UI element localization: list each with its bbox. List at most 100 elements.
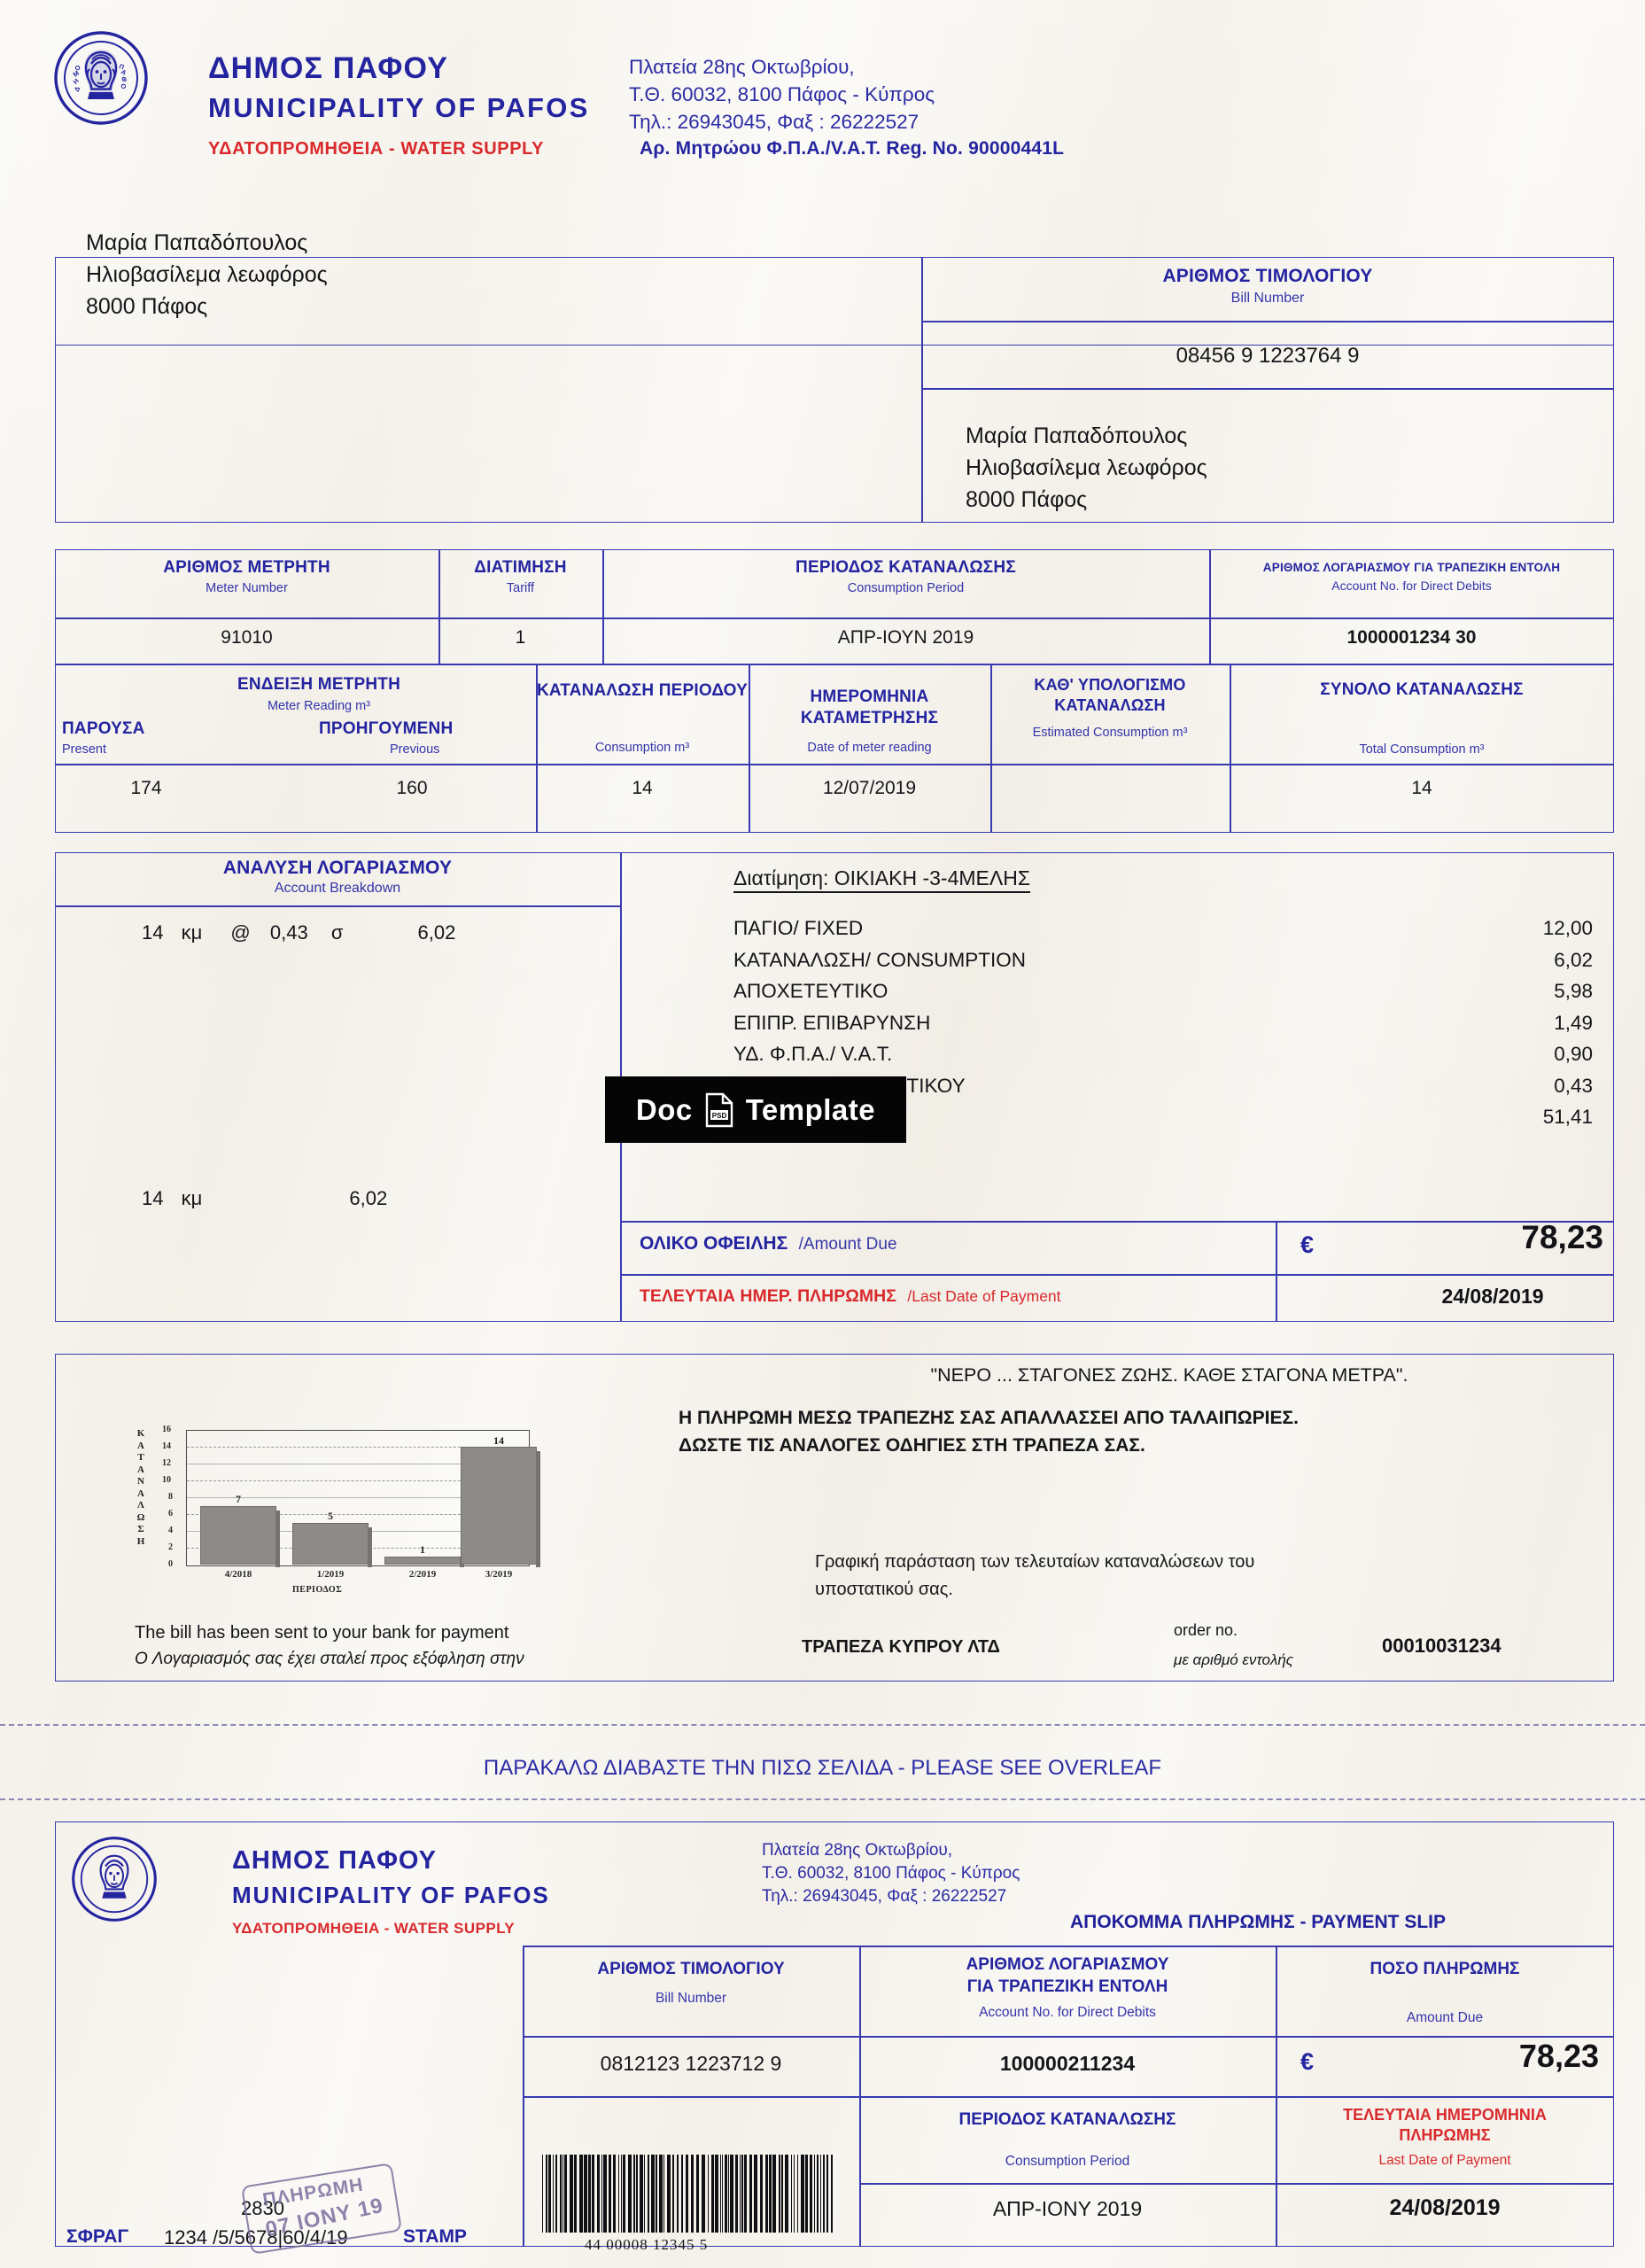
tariff-amount-4: 0,90 — [1554, 1043, 1593, 1065]
tariff-heading: Διατίμηση: ΟΙΚΙΑΚΗ -3-4ΜΕΛΗΣ — [733, 866, 1230, 893]
barcode-bar — [826, 2155, 829, 2233]
barcode-bar — [676, 2155, 679, 2233]
barcode-bar — [722, 2155, 724, 2233]
overleaf-notice: ΠΑΡΑΚΑΛΩ ΔΙΑΒΑΣΤΕ ΤΗΝ ΠΙΣΩ ΣΕΛΙΔΑ - PLEA… — [483, 1756, 1162, 1780]
slip-amount-label-gr: ΠΟΣΟ ΠΛΗΡΩΜΗΣ — [1370, 1960, 1520, 1978]
water-slogan: "ΝΕΡΟ ... ΣΤΑΓΟΝΕΣ ΖΩΗΣ. ΚΑΘΕ ΣΤΑΓΟΝΑ ΜΕ… — [930, 1364, 1408, 1386]
breakdown-qty-1: 14 — [142, 921, 164, 944]
total-consumption-label-en: Total Consumption m³ — [1359, 742, 1485, 757]
chart-gridline — [187, 1447, 527, 1448]
amount-due-col-divider — [1276, 1221, 1277, 1322]
breakdown-unit-1: κμ — [181, 921, 203, 944]
tariff-heading-text: Διατίμηση: ΟΙΚΙΑΚΗ -3-4ΜΕΛΗΣ — [733, 866, 1031, 893]
barcode-bar — [831, 2155, 834, 2233]
barcode-bar — [583, 2155, 587, 2233]
breakdown-title-gr: ΑΝΑΛΥΣΗ ΛΟΓΑΡΙΑΣΜΟΥ — [222, 858, 453, 878]
tariff-value: 1 — [515, 627, 526, 648]
amount-due-value: 78,23 — [1521, 1219, 1603, 1255]
bank-advice: Η ΠΛΗΡΩΜΗ ΜΕΣΩ ΤΡΑΠΕΖΗΣ ΣΑΣ ΑΠΑΛΛΑΣΣΕΙ Α… — [679, 1404, 1600, 1459]
barcode-bar — [794, 2155, 795, 2233]
svg-text:Δ: Δ — [73, 84, 82, 93]
slip-account-label-en: Account No. for Direct Debits — [979, 2005, 1156, 2020]
header-title-greek: ΔΗΜΟΣ ΠΑΦΟΥ — [208, 51, 449, 85]
meter-reading-label-gr: ΕΝΔΕΙΞΗ ΜΕΤΡΗΤΗ — [237, 675, 401, 694]
barcode-bar — [655, 2155, 657, 2233]
address-line-2: Τ.Θ. 60032, 8100 Πάφος - Κύπρος — [629, 83, 935, 105]
tariff-amount-2: 5,98 — [1554, 980, 1593, 1002]
chart-xlabel-0: 4/2018 — [224, 1569, 252, 1580]
slip-title-greek: ΔΗΜΟΣ ΠΑΦΟΥ — [232, 1846, 437, 1875]
barcode-bar — [546, 2155, 547, 2233]
chart-xaxis-title: ΠΕΡΙΟΔΟΣ — [292, 1585, 343, 1595]
chart-ytick-2: 2 — [168, 1542, 173, 1552]
barcode-bar — [547, 2155, 551, 2233]
barcode-bar — [542, 2155, 543, 2233]
address-line-1: Πλατεία 28ης Οκτωβρίου, — [629, 56, 855, 78]
chart-bar-0 — [200, 1505, 280, 1567]
payment-slip-title-text: ΑΠΟΚΟΜΜΑ ΠΛΗΡΩΜΗΣ - PAYMENT SLIP — [1070, 1912, 1446, 1932]
slip-col-div-1 — [523, 1946, 524, 2247]
breakdown-at-1: @ — [230, 921, 251, 944]
meter-number-header: ΑΡΙΘΜΟΣ ΜΕΤΡΗΤΗ Meter Number — [55, 558, 438, 595]
slip-bill-number-value: 0812123 1223712 9 — [600, 2052, 782, 2075]
barcode-bar — [643, 2155, 645, 2233]
slip-currency-symbol: € — [1300, 2048, 1315, 2075]
document-header: Δ Η Μ Ο Π Α Φ Ο ΔΗΜΟΣ ΠΑΦΟΥ MUNICIPALITY… — [53, 23, 1612, 245]
consumption-value: 14 — [632, 778, 653, 798]
barcode-bar — [620, 2155, 622, 2233]
slip-last-date-label-en: Last Date of Payment — [1378, 2153, 1511, 2168]
bank-sent-english: The bill has been sent to your bank for … — [135, 1623, 509, 1643]
meter-col-div-3 — [1209, 549, 1211, 664]
svg-text:Μ: Μ — [72, 69, 81, 79]
tariff-amount-5: 0,43 — [1554, 1074, 1593, 1097]
barcode-bar — [715, 2155, 719, 2233]
barcode-bar — [754, 2155, 758, 2233]
chart-ytick-8: 8 — [168, 1492, 173, 1502]
slip-last-date-label-gr-2: ΠΛΗΡΩΜΗΣ — [1399, 2126, 1491, 2144]
barcode-bar — [720, 2155, 722, 2233]
slip-reference-top: 2830 — [241, 2197, 284, 2219]
customer-address-window: Μαρία Παπαδόπουλος Ηλιοβασίλεμα λεωφόρος… — [966, 420, 1207, 516]
chart-ytick-6: 6 — [168, 1509, 173, 1518]
meter-col-div-1 — [438, 549, 440, 664]
svg-text:Π: Π — [118, 62, 125, 71]
tariff-header: ΔΙΑΤΙΜΗΣΗ Tariff — [438, 558, 602, 595]
barcode-bar — [671, 2155, 674, 2233]
barcode-bar — [730, 2155, 734, 2233]
breakdown-currency-1: σ — [330, 921, 344, 944]
reading-date-label-en: Date of meter reading — [807, 741, 932, 755]
customer-street: Ηλιοβασίλεμα λεωφόρος — [86, 262, 328, 287]
barcode-bar — [810, 2155, 813, 2233]
last-date-value: 24/08/2019 — [1441, 1285, 1544, 1308]
cut-line-top — [0, 1724, 1645, 1726]
slip-rule-1 — [523, 1946, 1614, 1947]
customer-billno-box — [55, 257, 1614, 523]
municipality-crest-icon: Δ Η Μ Ο Π Α Φ Ο — [53, 30, 149, 126]
last-date-label-en: /Last Date of Payment — [907, 1287, 1061, 1305]
barcode-bar — [622, 2155, 625, 2233]
meter-table-header-rule — [55, 617, 1614, 619]
barcode-bar — [769, 2155, 772, 2233]
tariff-row: ΚΑΤΑΝΑΛΩΣΗ/ CONSUMPTION 6,02 — [733, 944, 1593, 976]
barcode-bar — [639, 2155, 643, 2233]
barcode-bar — [663, 2155, 664, 2233]
tariff-label-2: ΑΠΟΧΕΤΕΥΤΙΚΟ — [733, 980, 888, 1002]
barcode-bar — [573, 2155, 577, 2233]
chart-gridline — [187, 1480, 527, 1481]
barcode-bar — [666, 2155, 671, 2233]
barcode-bar — [658, 2155, 663, 2233]
svg-text:Ο: Ο — [74, 63, 81, 73]
barcode-bar — [690, 2155, 694, 2233]
last-date-label-gr: ΤΕΛΕΥΤΑΙΑ ΗΜΕΡ. ΠΛΗΡΩΜΗΣ — [640, 1286, 896, 1306]
slip-last-date-label-gr-1: ΤΕΛΕΥΤΑΙΑ ΗΜΕΡΟΜΗΝΙΑ — [1343, 2106, 1547, 2124]
customer-name-window: Μαρία Παπαδόπουλος — [966, 423, 1188, 448]
period-label-gr: ΠΕΡΙΟΔΟΣ ΚΑΤΑΝΑΛΩΣΗΣ — [795, 558, 1016, 577]
tariff-row: ΑΠΟΧΕΤΕΥΤΙΚΟ 5,98 — [733, 975, 1593, 1007]
chart-ytick-14: 14 — [162, 1441, 171, 1451]
slip-last-date-header: ΤΕΛΕΥΤΑΙΑ ΗΜΕΡΟΜΗΝΙΑ ΠΛΗΡΩΜΗΣ Last Date … — [1276, 2105, 1614, 2169]
breakdown-row-1: 14 κμ @ 0,43 σ 6,02 — [142, 921, 455, 944]
bank-sent-greek: Ο Λογαριασμός σας έχει σταλεί προς εξόφλ… — [135, 1650, 524, 1668]
svg-text:Φ: Φ — [120, 74, 129, 84]
barcode-bar — [772, 2155, 777, 2233]
chart-bar-1 — [292, 1522, 372, 1567]
